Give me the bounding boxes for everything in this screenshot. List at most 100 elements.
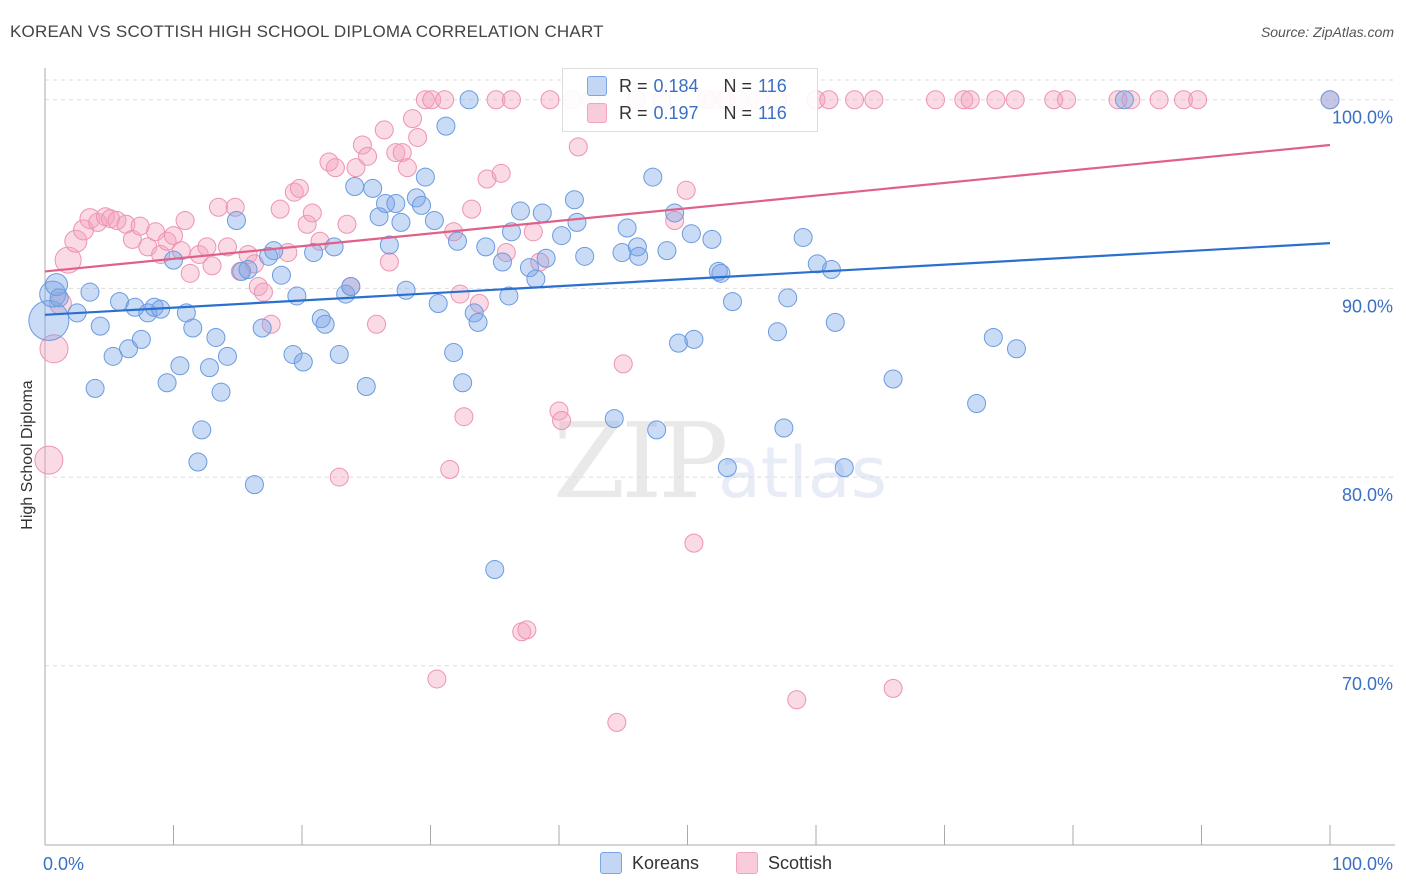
series-legend-label-scottish: Scottish	[768, 852, 833, 873]
point-koreans-33	[264, 241, 284, 261]
point-koreans-70	[501, 222, 521, 242]
point-koreans-44	[341, 277, 361, 297]
point-koreans-98	[774, 418, 794, 438]
point-koreans-109	[1114, 90, 1134, 110]
trendline-scottish	[44, 143, 1331, 273]
point-scottish-112	[1188, 90, 1208, 110]
stats-legend: R = 0.184 N = 116 R = 0.197 N = 116	[562, 68, 818, 132]
point-scottish-48	[358, 146, 378, 166]
point-koreans-3	[49, 288, 69, 308]
point-scottish-47	[352, 135, 372, 155]
point-koreans-87	[657, 241, 677, 261]
point-koreans-65	[468, 312, 488, 332]
point-scottish-78	[552, 410, 572, 430]
legend-swatch-scottish	[587, 103, 607, 123]
point-scottish-65	[462, 199, 482, 219]
point-koreans-21	[188, 452, 208, 472]
point-koreans-57	[424, 210, 444, 230]
point-koreans-31	[252, 318, 272, 338]
point-scottish-87	[676, 180, 696, 200]
point-koreans-37	[293, 352, 313, 372]
point-koreans-5	[80, 282, 100, 302]
point-koreans-46	[356, 377, 376, 397]
point-koreans-101	[807, 254, 827, 274]
y-tick-label-1: 90.0%	[1342, 296, 1393, 316]
legend-r-label-scottish: R =	[619, 102, 648, 123]
point-scottish-36	[284, 182, 304, 202]
series-legend-koreans[interactable]: Koreans	[600, 852, 699, 874]
point-koreans-63	[459, 90, 479, 110]
point-koreans-38	[304, 243, 324, 263]
point-koreans-59	[436, 116, 456, 136]
y-tick-label-0: 100.0%	[1332, 108, 1393, 128]
point-koreans-66	[476, 237, 496, 257]
point-koreans-53	[396, 280, 416, 300]
point-koreans-20	[183, 318, 203, 338]
point-scottish-80	[568, 137, 588, 157]
point-scottish-7	[88, 212, 108, 232]
point-scottish-98	[845, 90, 865, 110]
point-scottish-38	[297, 214, 317, 234]
point-scottish-43	[329, 467, 349, 487]
series-legend: Koreans Scottish	[0, 852, 1406, 876]
point-scottish-69	[491, 163, 511, 183]
point-scottish-105	[1005, 90, 1025, 110]
point-koreans-105	[883, 369, 903, 389]
legend-n-label-scottish: N =	[723, 102, 753, 123]
point-koreans-100	[793, 227, 813, 247]
point-scottish-64	[454, 407, 474, 427]
point-koreans-22	[192, 420, 212, 440]
point-scottish-74	[523, 222, 543, 242]
point-koreans-75	[536, 248, 556, 268]
point-koreans-34	[271, 265, 291, 285]
point-koreans-97	[767, 322, 787, 342]
point-koreans-35	[283, 344, 303, 364]
point-scottish-63	[450, 284, 470, 304]
point-koreans-80	[604, 409, 624, 429]
series-legend-scottish[interactable]: Scottish	[736, 852, 832, 874]
point-scottish-42	[325, 158, 345, 178]
legend-n-label-koreans: N =	[723, 75, 753, 96]
point-scottish-82	[607, 712, 627, 732]
point-scottish-31	[248, 277, 268, 297]
point-koreans-73	[526, 269, 546, 289]
point-scottish-32	[253, 282, 273, 302]
point-koreans-72	[519, 258, 539, 278]
point-koreans-30	[244, 475, 264, 495]
point-scottish-37	[289, 178, 309, 198]
point-scottish-1	[39, 334, 69, 364]
legend-n-value-koreans: 116	[758, 75, 787, 96]
point-koreans-36	[287, 286, 307, 306]
point-koreans-39	[311, 309, 331, 329]
point-koreans-68	[492, 252, 512, 272]
point-koreans-84	[629, 246, 649, 266]
point-scottish-104	[986, 90, 1006, 110]
point-scottish-26	[217, 237, 237, 257]
point-koreans-50	[379, 235, 399, 255]
point-koreans-55	[412, 195, 432, 215]
point-scottish-56	[408, 127, 428, 147]
point-scottish-24	[202, 256, 222, 276]
watermark-atlas: atlas	[718, 432, 888, 514]
point-koreans-58	[428, 294, 448, 314]
point-koreans-77	[564, 190, 584, 210]
point-scottish-111	[1174, 90, 1194, 110]
series-legend-swatch-scottish	[736, 852, 758, 874]
point-koreans-92	[702, 229, 722, 249]
point-scottish-57	[415, 90, 435, 110]
chart-title: KOREAN VS SCOTTISH HIGH SCHOOL DIPLOMA C…	[10, 22, 604, 41]
point-koreans-29	[238, 260, 258, 280]
point-koreans-104	[834, 458, 854, 478]
point-scottish-25	[208, 197, 228, 217]
source-label: Source: ZipAtlas.com	[1260, 24, 1394, 40]
point-scottish-52	[386, 143, 406, 163]
point-koreans-10	[119, 339, 139, 359]
x-tick-label-1: 100.0%	[1332, 854, 1393, 874]
point-scottish-68	[486, 90, 506, 110]
point-scottish-66	[469, 294, 489, 314]
point-koreans-2	[45, 273, 69, 297]
point-scottish-39	[302, 203, 322, 223]
point-koreans-24	[206, 327, 226, 347]
point-koreans-8	[103, 346, 123, 366]
